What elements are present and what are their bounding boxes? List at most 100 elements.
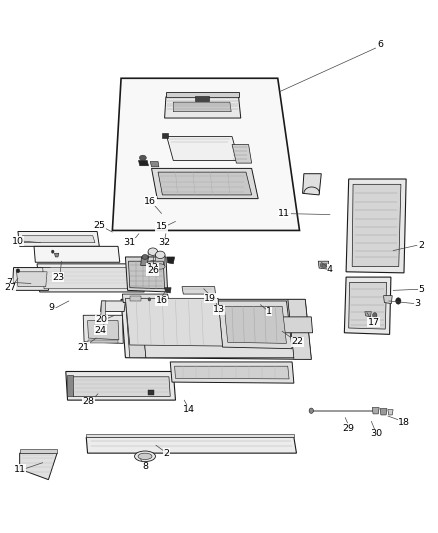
Polygon shape [138, 160, 148, 166]
Polygon shape [152, 168, 258, 199]
Polygon shape [101, 301, 125, 312]
Text: 15: 15 [155, 222, 168, 231]
Polygon shape [34, 246, 120, 262]
Polygon shape [54, 253, 59, 257]
Text: 6: 6 [377, 41, 383, 50]
Text: 5: 5 [418, 285, 424, 294]
Polygon shape [20, 449, 57, 453]
Text: 7: 7 [6, 278, 12, 287]
Polygon shape [86, 437, 297, 453]
Text: 30: 30 [371, 429, 383, 438]
Text: 19: 19 [204, 294, 216, 303]
Ellipse shape [373, 313, 377, 318]
Polygon shape [166, 92, 239, 97]
Text: 27: 27 [4, 283, 16, 292]
Polygon shape [83, 316, 123, 343]
Polygon shape [113, 78, 300, 230]
Text: 2: 2 [418, 241, 424, 250]
Polygon shape [303, 174, 321, 195]
Polygon shape [88, 320, 119, 340]
Text: 25: 25 [93, 221, 105, 230]
Ellipse shape [134, 451, 155, 462]
Text: 28: 28 [82, 397, 95, 406]
Text: 10: 10 [12, 237, 24, 246]
Ellipse shape [138, 453, 152, 459]
Polygon shape [175, 366, 289, 379]
Polygon shape [158, 172, 252, 195]
Polygon shape [20, 453, 57, 480]
Text: 21: 21 [77, 343, 89, 352]
Ellipse shape [396, 298, 401, 304]
Text: 11: 11 [278, 209, 290, 218]
Ellipse shape [148, 248, 158, 255]
Polygon shape [121, 300, 311, 359]
Ellipse shape [148, 261, 158, 266]
Polygon shape [288, 300, 311, 359]
Text: 1: 1 [266, 307, 272, 316]
Ellipse shape [142, 255, 148, 260]
Polygon shape [388, 410, 393, 415]
Polygon shape [125, 298, 223, 346]
Polygon shape [380, 409, 387, 415]
Text: 16: 16 [155, 296, 168, 305]
Polygon shape [167, 136, 239, 160]
Polygon shape [37, 264, 144, 292]
Polygon shape [22, 236, 95, 243]
Text: 17: 17 [367, 318, 379, 327]
Polygon shape [195, 96, 209, 101]
Polygon shape [128, 261, 165, 289]
Polygon shape [162, 133, 168, 138]
Text: 3: 3 [414, 299, 420, 308]
Text: 8: 8 [142, 463, 148, 471]
Text: 13: 13 [213, 305, 225, 314]
Polygon shape [148, 252, 158, 263]
Polygon shape [365, 312, 371, 317]
Polygon shape [165, 288, 171, 293]
Text: 9: 9 [49, 303, 54, 312]
Polygon shape [384, 296, 392, 304]
Ellipse shape [139, 155, 146, 160]
Polygon shape [125, 300, 146, 358]
Polygon shape [12, 268, 50, 290]
Text: 32: 32 [159, 238, 171, 247]
Polygon shape [173, 102, 231, 112]
Polygon shape [349, 282, 387, 329]
Polygon shape [352, 184, 401, 266]
Polygon shape [148, 390, 154, 395]
Text: 31: 31 [124, 238, 136, 247]
Text: 12: 12 [147, 263, 159, 272]
Polygon shape [224, 306, 286, 343]
Polygon shape [88, 340, 118, 343]
Polygon shape [150, 161, 159, 167]
Polygon shape [155, 255, 165, 266]
Polygon shape [320, 264, 327, 268]
Text: 18: 18 [398, 418, 410, 427]
Polygon shape [344, 277, 391, 334]
Polygon shape [18, 231, 99, 246]
Polygon shape [43, 268, 138, 289]
Ellipse shape [155, 264, 165, 269]
Polygon shape [101, 301, 106, 322]
Polygon shape [122, 294, 169, 303]
Polygon shape [86, 433, 294, 437]
Text: 11: 11 [14, 465, 26, 473]
Polygon shape [165, 97, 241, 118]
Ellipse shape [51, 250, 54, 253]
Polygon shape [17, 272, 47, 287]
Polygon shape [141, 300, 294, 358]
Polygon shape [167, 257, 175, 264]
Polygon shape [318, 261, 328, 269]
Polygon shape [130, 296, 141, 301]
Text: 20: 20 [95, 315, 107, 324]
Text: 4: 4 [327, 265, 333, 273]
Text: 23: 23 [52, 272, 64, 281]
Polygon shape [282, 317, 313, 333]
Text: 26: 26 [147, 266, 159, 275]
Text: 29: 29 [343, 424, 355, 433]
Polygon shape [141, 257, 148, 265]
Ellipse shape [16, 269, 20, 272]
Polygon shape [66, 372, 176, 400]
Polygon shape [218, 301, 292, 349]
Polygon shape [232, 144, 252, 163]
Polygon shape [72, 377, 170, 397]
